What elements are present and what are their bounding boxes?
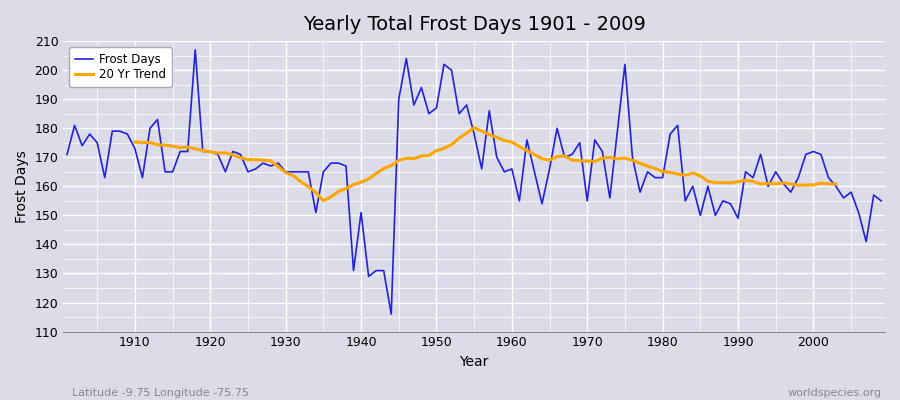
20 Yr Trend <box>831 182 842 186</box>
Line: Frost Days: Frost Days <box>68 50 881 314</box>
Frost Days <box>521 138 532 142</box>
Text: Latitude -9.75 Longitude -75.75: Latitude -9.75 Longitude -75.75 <box>72 388 249 398</box>
20 Yr Trend <box>431 148 442 153</box>
20 Yr Trend <box>130 140 140 144</box>
Frost Days <box>122 132 133 136</box>
Y-axis label: Frost Days: Frost Days <box>15 150 29 223</box>
Frost Days <box>514 198 525 203</box>
20 Yr Trend <box>409 156 419 161</box>
20 Yr Trend <box>567 158 578 162</box>
Frost Days <box>612 129 623 134</box>
Frost Days <box>190 48 201 52</box>
X-axis label: Year: Year <box>460 355 489 369</box>
Frost Days <box>876 198 886 203</box>
Frost Days <box>295 170 306 174</box>
Text: worldspecies.org: worldspecies.org <box>788 388 882 398</box>
Frost Days <box>340 164 351 168</box>
Title: Yearly Total Frost Days 1901 - 2009: Yearly Total Frost Days 1901 - 2009 <box>302 15 645 34</box>
Legend: Frost Days, 20 Yr Trend: Frost Days, 20 Yr Trend <box>69 47 172 87</box>
20 Yr Trend <box>469 125 480 130</box>
Line: 20 Yr Trend: 20 Yr Trend <box>135 128 836 200</box>
20 Yr Trend <box>250 157 261 162</box>
20 Yr Trend <box>672 172 683 176</box>
20 Yr Trend <box>310 190 321 195</box>
Frost Days <box>62 152 73 157</box>
Frost Days <box>386 312 397 316</box>
20 Yr Trend <box>318 198 328 203</box>
